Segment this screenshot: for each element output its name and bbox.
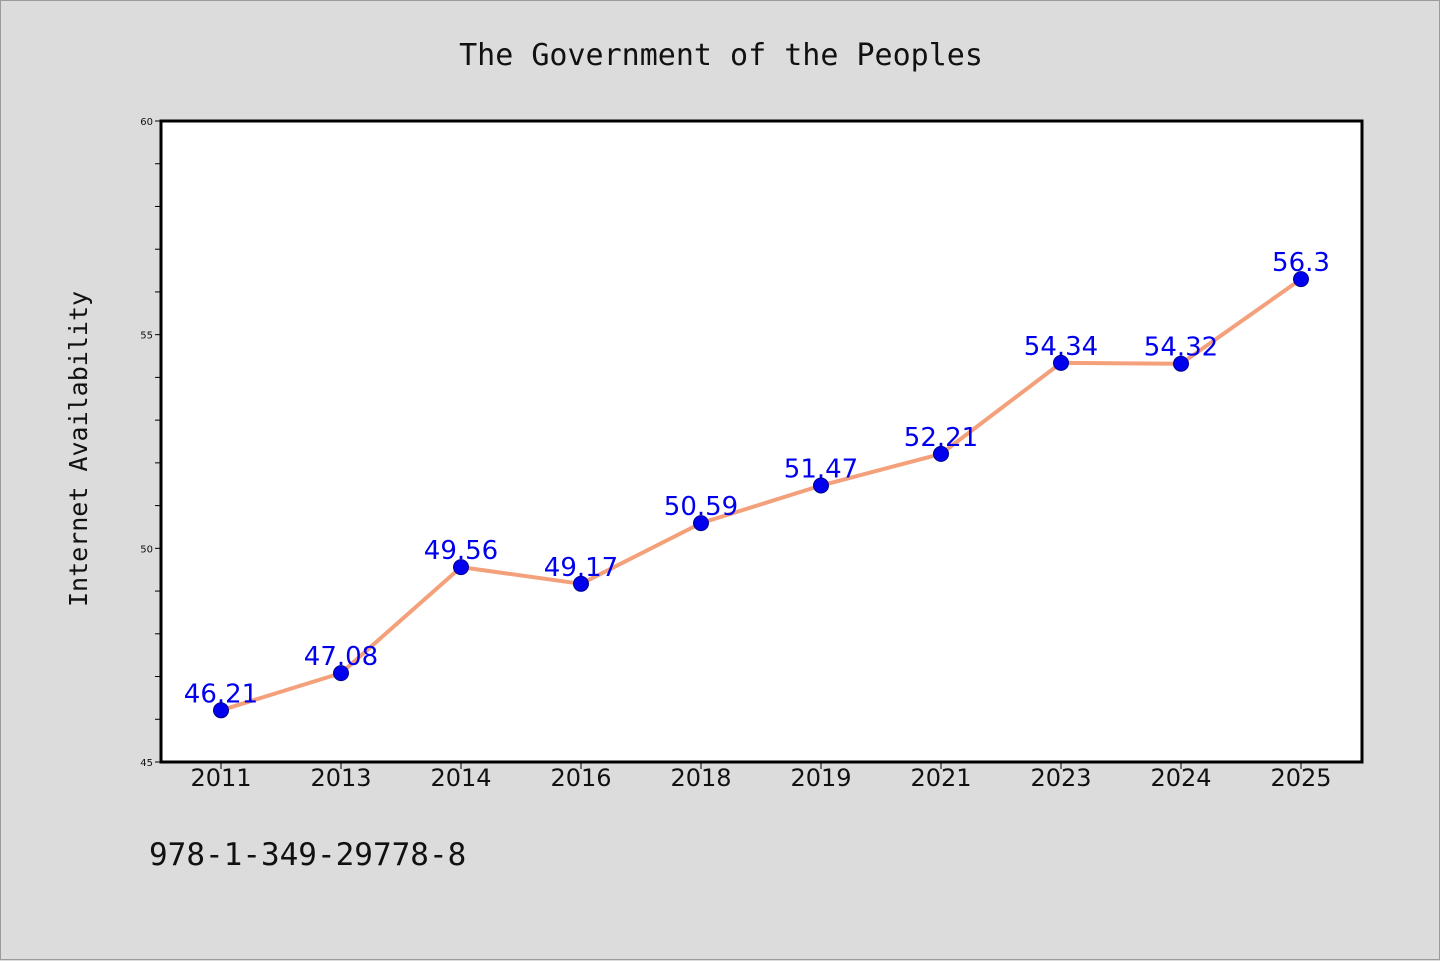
x-tick-label: 2011: [190, 764, 251, 792]
y-axis: 45 50 55 60: [140, 117, 161, 769]
data-label: 47.08: [304, 642, 378, 672]
data-label: 56.3: [1272, 248, 1330, 278]
data-point: [693, 515, 709, 532]
data-point: [213, 702, 229, 719]
data-point: [453, 559, 469, 576]
data-label: 50.59: [664, 492, 738, 522]
data-point: [813, 477, 829, 494]
data-label: 52.21: [904, 423, 978, 453]
x-tick-label: 2014: [430, 764, 491, 792]
series-group: 46.21 47.08 49.56 49.17 50.59 51.47 52.21 54.34…: [184, 248, 1330, 719]
y-tick-label: 45: [140, 758, 153, 769]
series-line: [220, 277, 1303, 713]
data-point: [1173, 355, 1189, 372]
chart-title: The Government of the Peoples: [459, 38, 983, 73]
data-label: 54.32: [1144, 333, 1218, 363]
footer-code: 978-1-349-29778-8: [149, 837, 466, 873]
x-axis: 2011 2013 2014 2016 2018 2019 2021 2023 2024 2025: [190, 762, 1332, 792]
y-tick-label: 50: [140, 544, 153, 555]
x-tick-label: 2016: [550, 764, 611, 792]
data-label: 46.21: [184, 679, 258, 709]
data-label: 54.34: [1024, 332, 1098, 362]
x-tick-label: 2024: [1150, 764, 1211, 792]
x-tick-label: 2025: [1270, 764, 1331, 792]
x-tick-label: 2018: [670, 764, 731, 792]
x-tick-label: 2021: [910, 764, 971, 792]
x-tick-label: 2019: [790, 764, 851, 792]
y-tick-label: 60: [140, 117, 153, 128]
y-tick-label: 55: [140, 331, 153, 342]
x-tick-label: 2013: [310, 764, 371, 792]
data-point: [333, 665, 349, 682]
data-point: [573, 575, 589, 592]
data-point: [933, 445, 949, 462]
x-tick-label: 2023: [1030, 764, 1091, 792]
y-axis-label: Internet Availability: [64, 291, 93, 607]
data-label: 51.47: [784, 455, 858, 485]
data-label: 49.17: [544, 553, 618, 583]
data-point: [1293, 271, 1309, 288]
data-label: 49.56: [424, 536, 498, 566]
data-point: [1053, 354, 1069, 371]
